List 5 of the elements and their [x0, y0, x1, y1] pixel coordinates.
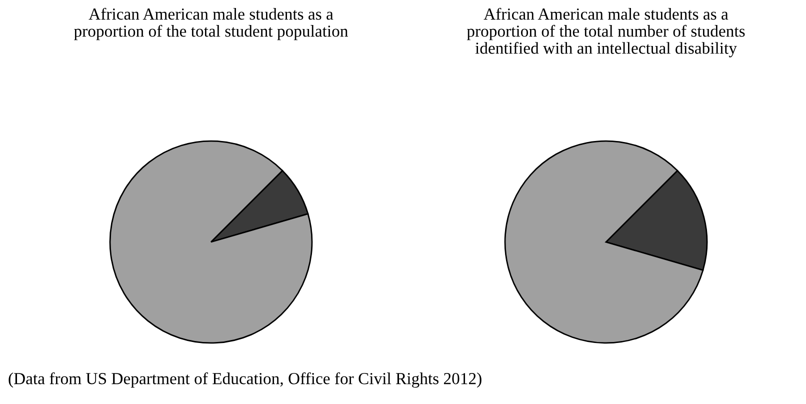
chart-title: African American male students as a proportion of the total number of students identified with an intellectual disability [466, 8, 745, 58]
pie-slice [109, 140, 313, 344]
pie-slice [504, 140, 704, 344]
text: (Data from US Department of Education, Office for Civil Rights 2012) [8, 372, 482, 388]
chart-title: African American male students as a proportion of the total student population [74, 8, 348, 40]
